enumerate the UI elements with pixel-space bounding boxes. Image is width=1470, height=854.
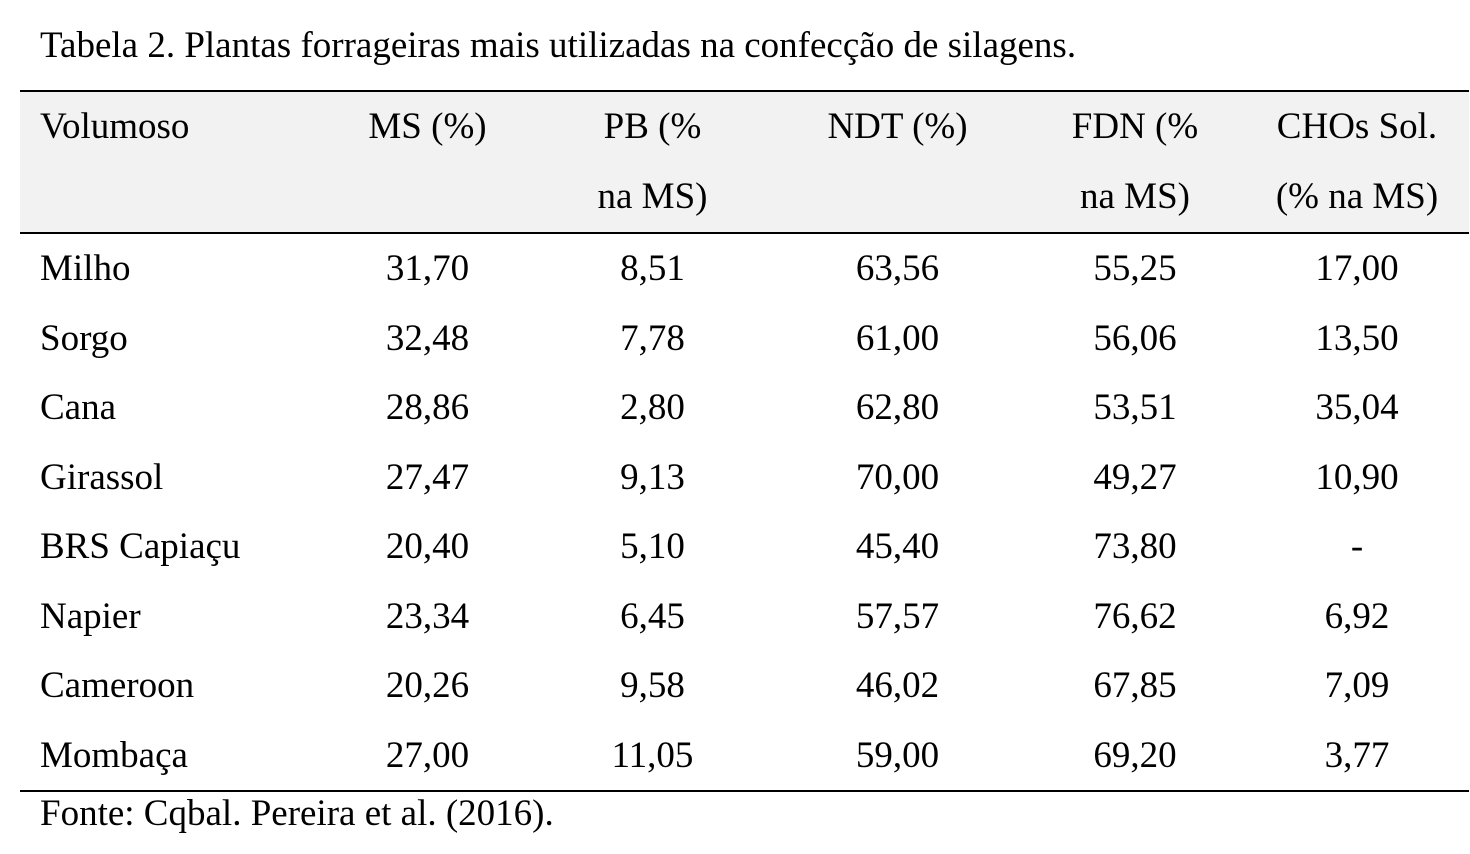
cell-fdn: 49,27 — [1093, 456, 1177, 498]
cell-pb: 11,05 — [611, 734, 694, 776]
cell-pb: 5,10 — [620, 526, 685, 567]
cell-volumoso: Napier — [40, 595, 141, 637]
cell-volumoso: Sorgo — [40, 317, 128, 359]
cell-ms: 32,48 — [385, 317, 470, 359]
cell-ndt: 62,80 — [855, 387, 940, 428]
header-row: Volumoso MS (%) PB (% na MS) NDT (%) FDN… — [20, 91, 1469, 233]
cell-chos: 10,90 — [1315, 456, 1399, 498]
table-row: Cameroon 20,26 9,58 46,02 67,85 7,09 — [20, 651, 1469, 721]
table-row: BRS Capiaçu 20,40 5,10 45,40 73,80 - — [20, 512, 1469, 582]
cell-fdn: 56,06 — [1093, 317, 1177, 359]
cell-pb: 2,80 — [620, 387, 685, 428]
cell-fdn: 69,20 — [1093, 734, 1177, 776]
cell-fdn: 67,85 — [1093, 665, 1177, 706]
cell-chos: 13,50 — [1315, 317, 1399, 359]
table-source: Fonte: Cqbal. Pereira et al. (2016). — [40, 793, 554, 834]
cell-ndt: 63,56 — [855, 248, 940, 289]
cell-ndt: 59,00 — [855, 734, 940, 776]
cell-ndt: 61,00 — [855, 317, 940, 359]
table-row: Napier 23,34 6,45 57,57 76,62 6,92 — [20, 582, 1469, 652]
cell-ms: 23,34 — [385, 595, 470, 637]
cell-ms: 28,86 — [385, 387, 470, 428]
cell-pb: 8,51 — [620, 248, 685, 289]
table-row: Sorgo 32,48 7,78 61,00 56,06 13,50 — [20, 304, 1469, 374]
cell-fdn: 53,51 — [1093, 387, 1177, 428]
table-row: Mombaça 27,00 11,05 59,00 69,20 3,77 — [20, 721, 1469, 792]
cell-fdn: 76,62 — [1093, 595, 1177, 637]
header-fdn: FDN (% na MS) — [1071, 106, 1199, 217]
table-caption: Tabela 2. Plantas forrageiras mais utili… — [40, 25, 1077, 66]
cell-fdn: 55,25 — [1093, 248, 1177, 289]
cell-volumoso: Mombaça — [40, 734, 188, 776]
cell-pb: 9,58 — [620, 665, 685, 706]
table-row: Cana 28,86 2,80 62,80 53,51 35,04 — [20, 373, 1469, 443]
cell-ndt: 45,40 — [855, 526, 940, 567]
cell-volumoso: Girassol — [40, 456, 164, 498]
cell-ndt: 70,00 — [855, 456, 940, 498]
cell-ms: 27,00 — [385, 734, 470, 776]
cell-chos: 6,92 — [1324, 595, 1390, 637]
cell-ndt: 57,57 — [855, 595, 940, 637]
cell-volumoso: Cana — [40, 387, 117, 428]
cell-volumoso: BRS Capiaçu — [40, 526, 241, 567]
cell-pb: 7,78 — [620, 317, 685, 359]
table-row: Milho 31,70 8,51 63,56 55,25 17,00 — [20, 233, 1469, 304]
cell-volumoso: Cameroon — [40, 665, 195, 706]
cell-ms: 20,40 — [385, 526, 470, 567]
cell-pb: 9,13 — [620, 456, 685, 498]
cell-chos: 35,04 — [1315, 387, 1399, 428]
table-body: Milho 31,70 8,51 63,56 55,25 17,00 Sorgo 32,48 7… — [20, 233, 1469, 791]
table-header: Volumoso MS (%) PB (% na MS) NDT (%) FDN… — [20, 91, 1469, 233]
header-volumoso: Volumoso — [40, 106, 190, 147]
cell-chos: 7,09 — [1324, 665, 1390, 706]
cell-fdn: 73,80 — [1093, 526, 1177, 567]
cell-pb: 6,45 — [620, 595, 685, 637]
cell-ms: 20,26 — [385, 665, 470, 706]
header-ndt: NDT (%) — [827, 106, 968, 147]
cell-chos: - — [1350, 526, 1364, 567]
cell-volumoso: Milho — [40, 248, 131, 289]
cell-ms: 31,70 — [385, 248, 470, 289]
cell-chos: 3,77 — [1324, 734, 1390, 776]
cell-chos: 17,00 — [1315, 248, 1399, 289]
header-pb: PB (% na MS) — [597, 106, 708, 217]
header-chos: CHOs Sol. (% na MS) — [1275, 106, 1439, 217]
cell-ndt: 46,02 — [855, 665, 940, 706]
header-ms: MS (%) — [368, 106, 487, 147]
data-table-container: Volumoso MS (%) PB (% na MS) NDT (%) FDN… — [20, 90, 1469, 792]
table-row: Girassol 27,47 9,13 70,00 49,27 10,90 — [20, 443, 1469, 513]
cell-ms: 27,47 — [385, 456, 470, 498]
forage-table: Volumoso MS (%) PB (% na MS) NDT (%) FDN… — [20, 90, 1469, 792]
